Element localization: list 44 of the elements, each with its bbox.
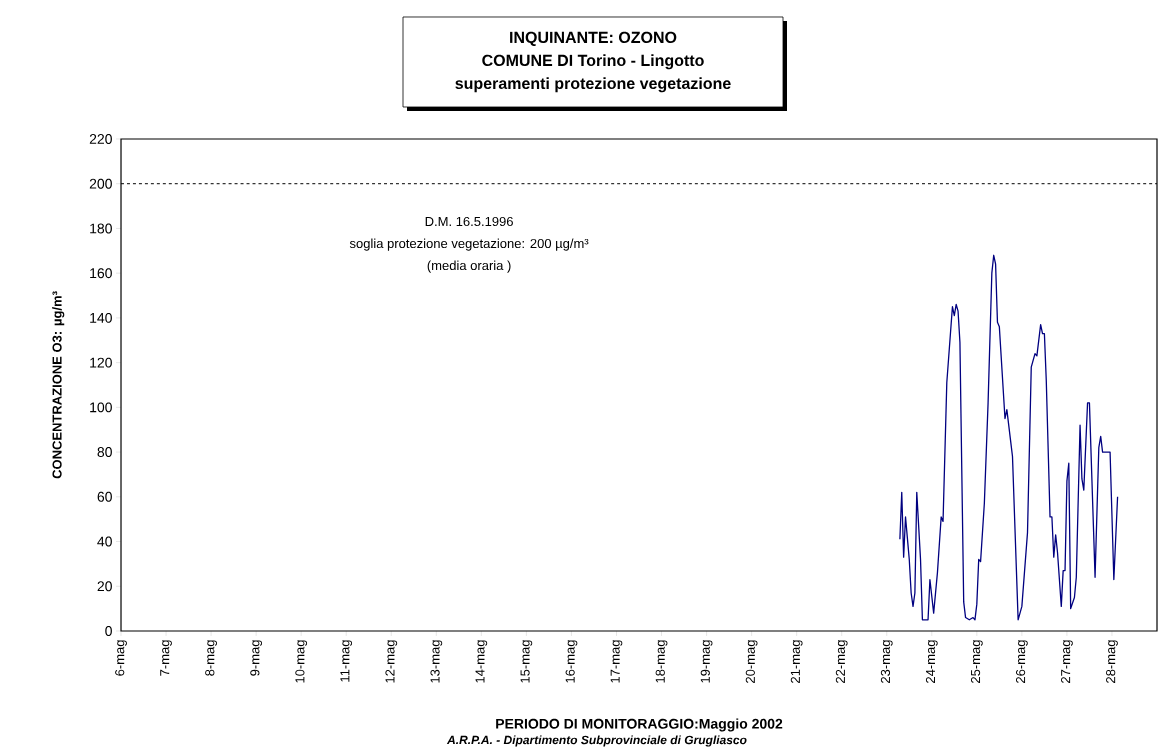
x-tick-label: 13-mag xyxy=(430,640,443,683)
x-tick-label: 10-mag xyxy=(295,640,308,683)
text: superamenti protezione vegetazione xyxy=(455,77,731,93)
x-tick-label: 26-mag xyxy=(1015,640,1028,683)
x-tick-label: 14-mag xyxy=(475,640,488,683)
annotation: D.M. 16.5.1996 xyxy=(425,216,513,227)
x-tick-label: 20-mag xyxy=(745,640,758,683)
y-tick-label: 80 xyxy=(97,447,112,458)
x-tick-label: 21-mag xyxy=(790,640,803,683)
y-tick-label: 0 xyxy=(105,626,112,636)
x-tick-label: 22-mag xyxy=(835,640,848,683)
x-tick-label: 27-mag xyxy=(1061,640,1073,683)
x-tick-label: 28-mag xyxy=(1106,640,1118,683)
x-tick-label: 25-mag xyxy=(970,640,983,683)
y-tick-label: 200 xyxy=(89,178,112,189)
y-tick-label: 60 xyxy=(97,491,112,502)
x-tick-label: 7-mag xyxy=(160,640,172,676)
y-tick-label: 120 xyxy=(90,357,112,368)
x-tick-label: 11-mag xyxy=(340,640,353,682)
text: A.R.P.A. - Dipartimento Subprovinciale di Grugliasco xyxy=(446,735,747,747)
x-tick-label: 6-mag xyxy=(115,640,127,676)
x-axis-title: PERIODO DI MONITORAGGIO:Maggio 2002 xyxy=(496,718,783,732)
x-tick-label: 17-mag xyxy=(610,640,623,683)
y-tick-label: 160 xyxy=(90,268,112,279)
x-tick-label: 24-mag xyxy=(925,640,938,683)
x-tick-label: 12-mag xyxy=(385,640,398,683)
y-tick-label: 140 xyxy=(90,312,112,323)
y-axis-title: CONCENTRAZIONE O3: µg/m³ xyxy=(52,291,65,479)
chart-subtitle: COMUNE DI Torino - Lingotto xyxy=(482,54,704,70)
x-tick-label: 15-mag xyxy=(520,640,533,683)
annotation: (media oraria ) xyxy=(427,260,511,273)
y-tick-label: 180 xyxy=(90,223,112,234)
y-tick-label: 20 xyxy=(97,581,112,592)
x-tick-label: 19-mag xyxy=(700,640,713,683)
x-tick-label: 23-mag xyxy=(880,640,893,683)
y-tick-label: 220 xyxy=(89,134,112,144)
annotation: soglia protezione vegetazione: 200 µg/m³ xyxy=(349,238,589,251)
y-tick-label: 40 xyxy=(97,536,112,547)
x-tick-label: 8-mag xyxy=(205,640,217,676)
x-tick-label: 9-mag xyxy=(250,640,263,676)
x-tick-label: 16-mag xyxy=(565,640,578,683)
y-tick-label: 100 xyxy=(90,402,112,413)
x-tick-label: 18-mag xyxy=(655,640,668,683)
chart-title: INQUINANTE: OZONO xyxy=(510,31,677,47)
